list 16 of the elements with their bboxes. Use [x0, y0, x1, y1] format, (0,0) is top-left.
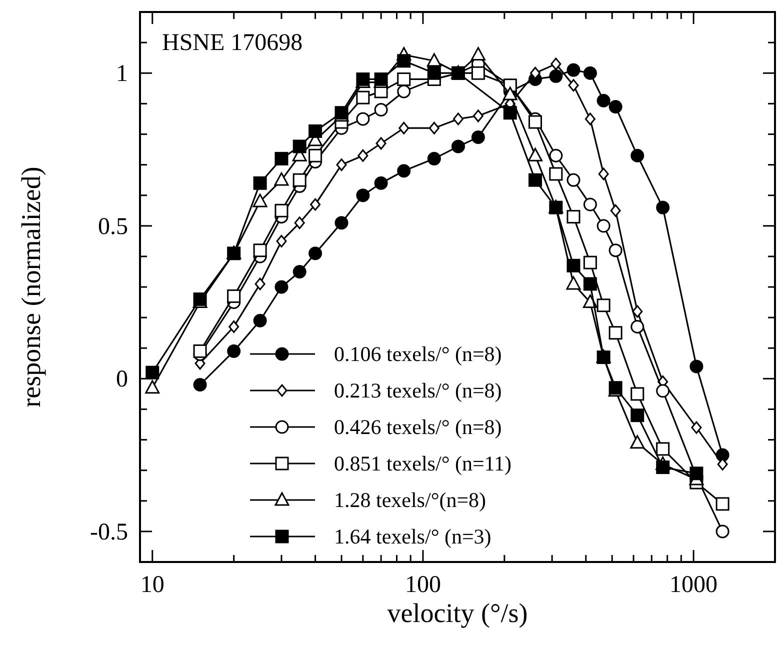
legend-label: 0.213 texels/° (n=8) — [334, 378, 502, 402]
legend-label: 0.426 texels/° (n=8) — [334, 415, 502, 439]
legend-label: 1.28 texels/°(n=8) — [334, 488, 486, 512]
legend-label: 1.64 texels/° (n=3) — [334, 524, 492, 548]
y-tick-label: 0.5 — [98, 214, 128, 240]
x-tick-label: 1000 — [670, 572, 718, 598]
annotation: HSNE 170698 — [162, 30, 303, 56]
x-axis-title: velocity (°/s) — [387, 598, 528, 628]
y-tick-label: 0 — [116, 366, 128, 393]
y-axis-title: response (normalized) — [16, 166, 46, 408]
y-tick-label: 1 — [116, 61, 128, 88]
legend-label: 0.106 texels/° (n=8) — [334, 342, 502, 366]
y-tick-label: -0.5 — [90, 519, 128, 546]
x-tick-label: 10 — [140, 572, 164, 598]
legend-label: 0.851 texels/° (n=11) — [334, 452, 512, 476]
x-tick-label: 100 — [404, 572, 441, 598]
